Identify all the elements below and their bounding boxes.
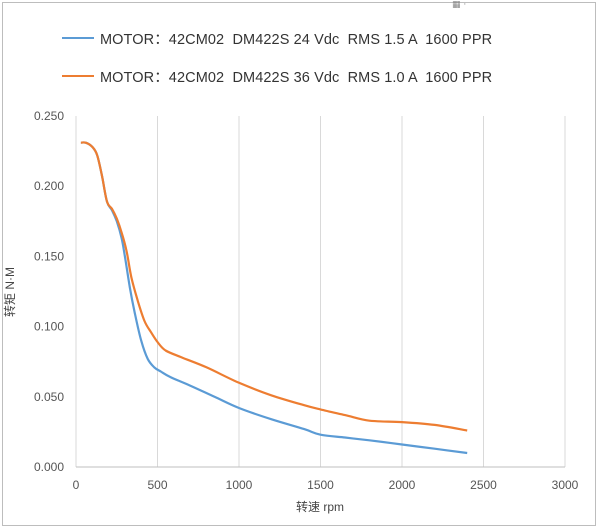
series-line-2 [80,141,468,432]
x-tick-label: 2000 [389,478,416,492]
legend-label-series-1: MOTOR：42CM02 DM422S 24 Vdc RMS 1.5 A 160… [100,31,493,48]
axis-layer: 0 500 1000 1500 2000 2500 3000 0.000 0.050 0.100 0… [34,109,579,492]
chart-frame [2,2,596,526]
legend-label-series-2: MOTOR：42CM02 DM422S 36 Vdc RMS 1.0 A 160… [100,69,493,86]
y-tick-label: 0.200 [34,179,64,193]
grid-layer [75,116,566,467]
legend-swatch-series-2 [62,75,94,77]
series-layer [80,141,468,455]
x-tick-label: 500 [147,478,167,492]
y-axis-title: 转矩 N·M [2,267,17,317]
series-line-1 [80,141,468,455]
x-axis-title: 转速 rpm [296,499,344,514]
legend-item-series-1: MOTOR：42CM02 DM422S 24 Vdc RMS 1.5 A 160… [62,28,492,48]
chart-legend: MOTOR：42CM02 DM422S 24 Vdc RMS 1.5 A 160… [62,28,492,104]
y-tick-label: 0.100 [34,320,64,334]
x-tick-label: 0 [73,478,80,492]
y-tick-label: 0.150 [34,249,64,263]
x-tick-label: 2500 [470,478,497,492]
y-tick-label: 0.000 [34,460,64,474]
legend-item-series-2: MOTOR：42CM02 DM422S 36 Vdc RMS 1.0 A 160… [62,66,492,86]
y-tick-label: 0.050 [34,390,64,404]
qr-code-icon: ▦ · [452,0,467,10]
legend-swatch-series-1 [62,37,94,39]
y-tick-label: 0.250 [34,109,64,123]
x-tick-label: 1000 [226,478,253,492]
x-tick-label: 3000 [552,478,579,492]
x-tick-label: 1500 [307,478,334,492]
